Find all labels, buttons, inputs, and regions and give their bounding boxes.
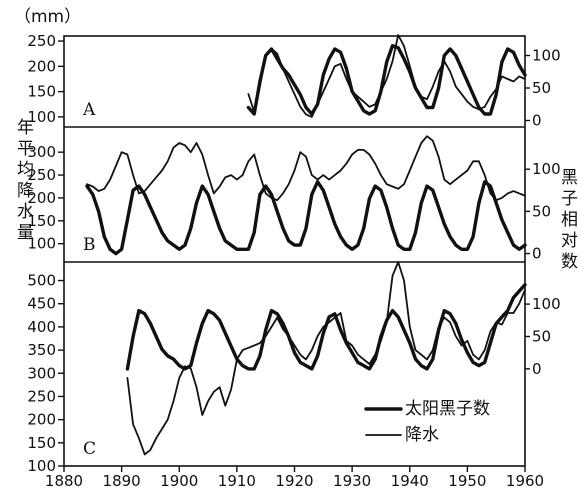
right-tick-label: 50 <box>532 202 551 220</box>
y-tick-label: 150 <box>27 434 56 452</box>
legend-precip-label: 降水 <box>405 425 439 445</box>
y-tick-label: 200 <box>27 189 56 207</box>
y-tick-label: 450 <box>27 295 56 313</box>
right-tick-label: 100 <box>532 295 561 313</box>
y-tick-label: 350 <box>27 341 56 359</box>
left-axis-title-char: 水 <box>17 202 34 222</box>
y-tick-label: 100 <box>27 108 56 126</box>
right-axis-title-char: 数 <box>561 252 578 272</box>
x-tick-label: 1940 <box>391 472 429 489</box>
unit-label: （mm） <box>14 7 81 27</box>
precip-series-line <box>86 135 526 202</box>
right-tick-label: 100 <box>532 47 561 65</box>
y-tick-label: 500 <box>27 272 56 290</box>
right-tick-label: 100 <box>532 160 561 178</box>
right-tick-label: 0 <box>532 245 542 263</box>
x-tick-label: 1950 <box>448 472 486 489</box>
sunspot-series-line <box>125 283 527 371</box>
y-tick-label: 200 <box>27 57 56 75</box>
panel-label: A <box>82 100 96 120</box>
x-tick-label: 1920 <box>275 472 313 489</box>
left-axis-title-char: 年 <box>17 118 34 138</box>
x-tick-label: 1890 <box>103 472 141 489</box>
right-axis-title: 黑 子 相 对 数 <box>561 168 578 272</box>
sunspot-series-line <box>246 44 527 116</box>
left-axis-title-char: 平 <box>17 139 34 159</box>
y-tick-label: 400 <box>27 318 56 336</box>
y-tick-label: 300 <box>27 364 56 382</box>
panel-label: C <box>83 439 96 459</box>
left-axis-title-char: 量 <box>17 223 34 243</box>
y-tick-label: 200 <box>27 411 56 429</box>
left-axis-title-char: 降 <box>17 181 34 201</box>
legend: 太阳黑子数 降水 <box>364 399 490 445</box>
y-tick-label: 150 <box>27 83 56 101</box>
y-tick-label: 250 <box>27 32 56 50</box>
y-tick-label: 300 <box>27 143 56 161</box>
left-axis-title-char: 均 <box>17 160 34 180</box>
x-tick-label: 1880 <box>45 472 83 489</box>
x-tick-label: 1900 <box>160 472 198 489</box>
legend-sunspot-label: 太阳黑子数 <box>405 399 490 419</box>
right-axis-title-char: 相 <box>561 210 578 230</box>
x-tick-label: 1960 <box>506 472 544 489</box>
y-tick-label: 100 <box>27 235 56 253</box>
right-tick-label: 0 <box>532 360 542 378</box>
y-tick-label: 250 <box>27 387 56 405</box>
y-tick-label: 150 <box>27 212 56 230</box>
precip-series-line <box>126 261 526 456</box>
y-tick-label: 100 <box>27 457 56 475</box>
right-tick-label: 50 <box>532 327 551 345</box>
right-axis-title-char: 子 <box>561 189 578 209</box>
right-axis-title-char: 对 <box>561 231 578 251</box>
x-tick-label: 1930 <box>333 472 371 489</box>
right-axis-title-char: 黑 <box>561 168 578 188</box>
right-tick-label: 50 <box>532 79 551 97</box>
right-tick-label: 0 <box>532 112 542 130</box>
x-tick-label: 1910 <box>218 472 256 489</box>
sunspot-series-line <box>85 180 527 256</box>
y-tick-label: 250 <box>27 166 56 184</box>
panel-label: B <box>83 235 96 255</box>
left-axis-title: 年 平 均 降 水 量 <box>17 118 34 243</box>
